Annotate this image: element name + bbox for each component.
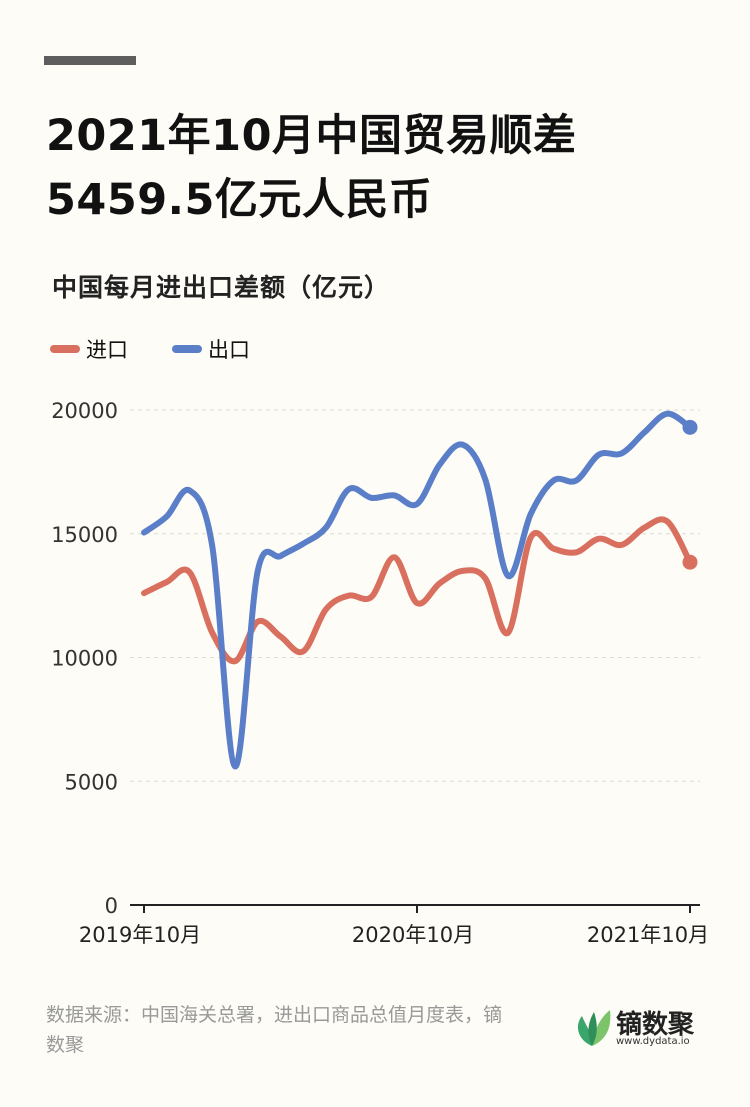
legend-label-import: 进口 bbox=[86, 338, 128, 362]
y-tick-label: 10000 bbox=[51, 647, 118, 671]
series-line-import bbox=[141, 516, 693, 665]
leaf-logo-icon bbox=[577, 1010, 611, 1046]
data-source-note: 数据来源：中国海关总署，进出口商品总值月度表，镝数聚 bbox=[46, 1004, 503, 1056]
y-tick-label: 20000 bbox=[51, 399, 118, 423]
legend-swatch-import bbox=[50, 345, 80, 353]
page-title: 2021年10月中国贸易顺差 5459.5亿元人民币 bbox=[46, 104, 706, 232]
end-point-import bbox=[682, 554, 698, 570]
y-tick-label: 15000 bbox=[51, 523, 118, 547]
legend-item-export: 出口 bbox=[172, 334, 250, 364]
legend-swatch-export bbox=[172, 345, 202, 353]
x-tick-label: 2021年10月 bbox=[587, 923, 709, 947]
x-tick-label: 2020年10月 bbox=[352, 923, 474, 947]
brand-name: 镝数聚 bbox=[616, 1010, 695, 1040]
brand-url: www.dydata.io bbox=[616, 1036, 690, 1047]
end-point-export bbox=[682, 419, 698, 435]
title-line-1: 2021年10月中国贸易顺差 bbox=[46, 111, 577, 161]
chart-subtitle: 中国每月进出口差额（亿元） bbox=[52, 273, 391, 302]
legend-item-import: 进口 bbox=[50, 334, 128, 364]
x-tick-label: 2019年10月 bbox=[79, 923, 201, 947]
header-accent-bar bbox=[44, 56, 136, 65]
title-line-2: 5459.5亿元人民币 bbox=[46, 175, 433, 225]
line-chart: 0 5000 10000 15000 20000 2019年10月 2020年10月 2021… bbox=[51, 399, 709, 947]
series-line-export bbox=[141, 410, 693, 770]
legend-label-export: 出口 bbox=[208, 338, 250, 362]
y-tick-label: 5000 bbox=[65, 770, 118, 794]
y-tick-label: 0 bbox=[105, 894, 118, 918]
